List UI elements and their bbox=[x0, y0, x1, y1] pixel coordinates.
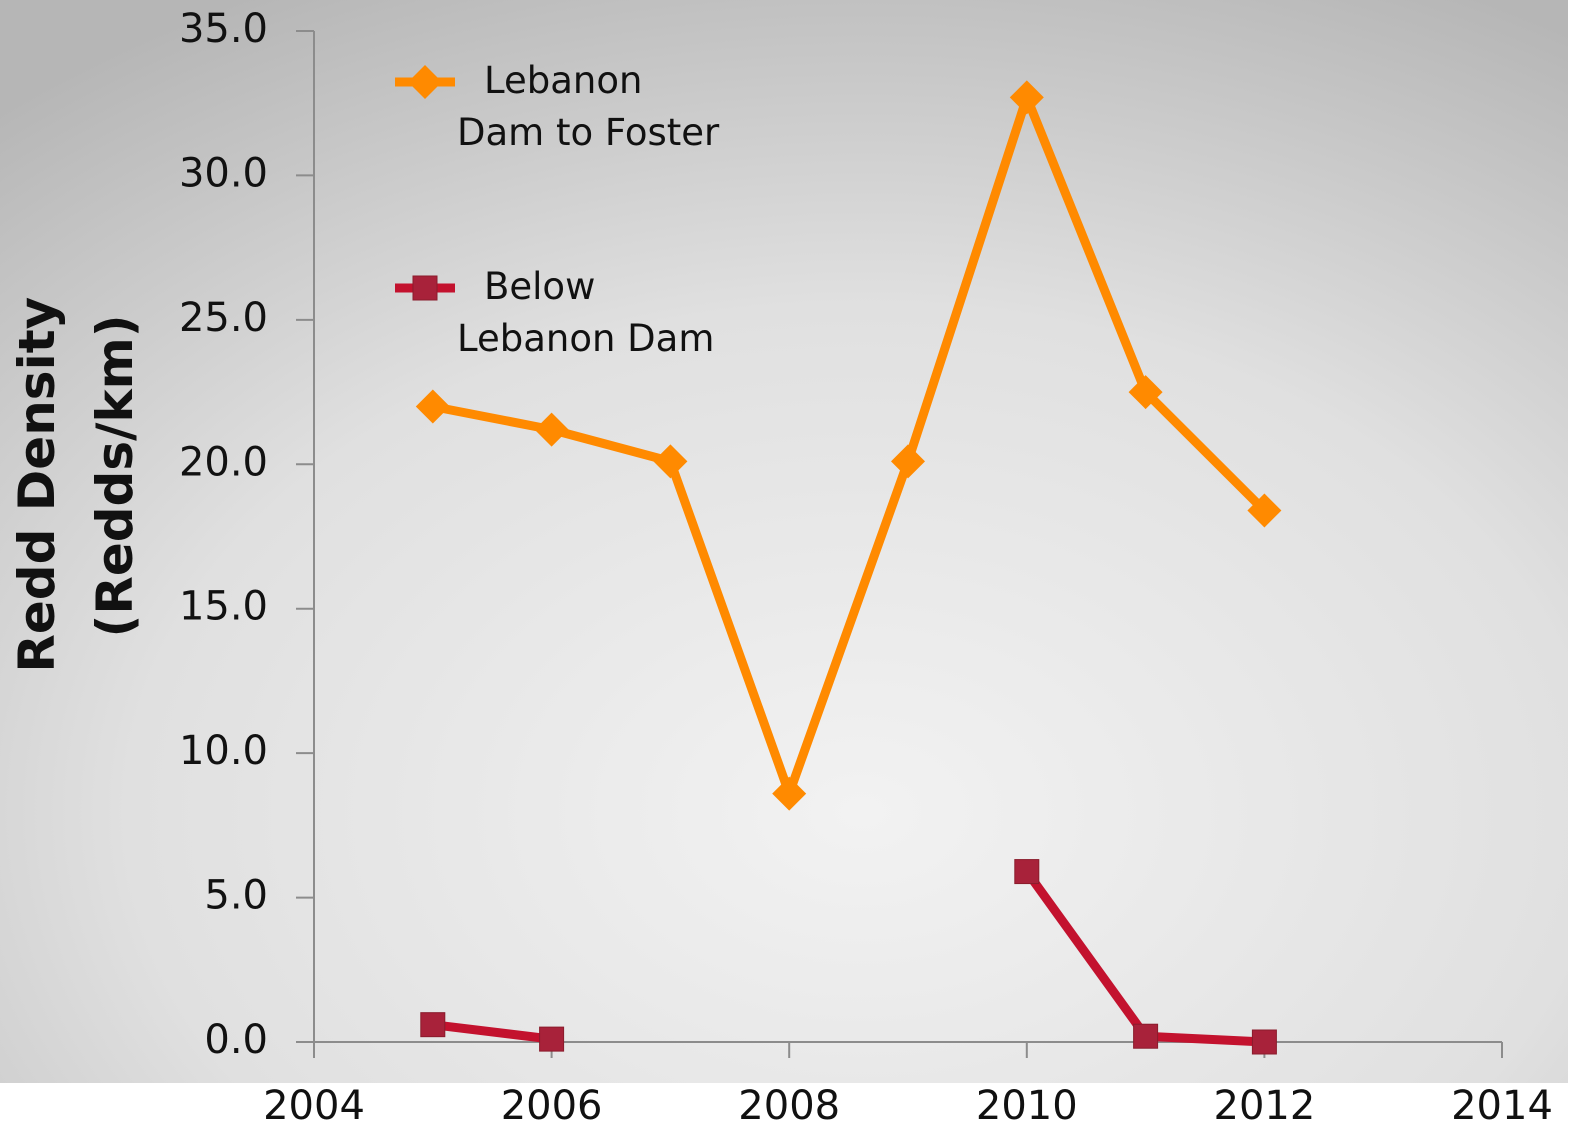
y-tick-label: 10.0 bbox=[179, 728, 268, 774]
marker bbox=[534, 412, 569, 447]
marker bbox=[420, 1012, 446, 1038]
marker bbox=[1128, 375, 1163, 410]
y-tick-label: 35.0 bbox=[179, 6, 268, 52]
y-tick-label: 0.0 bbox=[204, 1017, 268, 1063]
x-tick-label: 2006 bbox=[501, 1083, 603, 1129]
marker bbox=[653, 444, 688, 479]
marker bbox=[415, 389, 450, 424]
marker bbox=[408, 65, 442, 99]
y-tick-label: 15.0 bbox=[179, 584, 268, 630]
x-tick-label: 2004 bbox=[263, 1083, 365, 1129]
y-tick-label: 30.0 bbox=[179, 150, 268, 196]
marker bbox=[1014, 859, 1040, 885]
marker bbox=[1251, 1029, 1277, 1055]
legend-label: Below Lebanon Dam bbox=[457, 265, 714, 360]
marker bbox=[1247, 493, 1282, 528]
marker bbox=[891, 444, 925, 479]
marker bbox=[1009, 80, 1044, 115]
x-tick-label: 2014 bbox=[1451, 1083, 1553, 1129]
x-tick-label: 2010 bbox=[976, 1083, 1078, 1129]
y-tick-label: 25.0 bbox=[179, 295, 268, 341]
y-tick-label: 20.0 bbox=[179, 439, 268, 485]
x-tick-label: 2012 bbox=[1214, 1083, 1316, 1129]
legend-label: Lebanon Dam to Foster bbox=[457, 59, 720, 154]
marker bbox=[539, 1026, 565, 1052]
y-axis-title: Redd Density (Redds/km) bbox=[8, 279, 144, 672]
marker bbox=[412, 275, 438, 301]
series-line bbox=[431, 92, 1268, 799]
x-tick-label: 2008 bbox=[738, 1083, 840, 1129]
background bbox=[0, 0, 1568, 1083]
marker bbox=[1133, 1023, 1159, 1049]
y-tick-label: 5.0 bbox=[204, 873, 268, 919]
marker bbox=[772, 776, 807, 811]
